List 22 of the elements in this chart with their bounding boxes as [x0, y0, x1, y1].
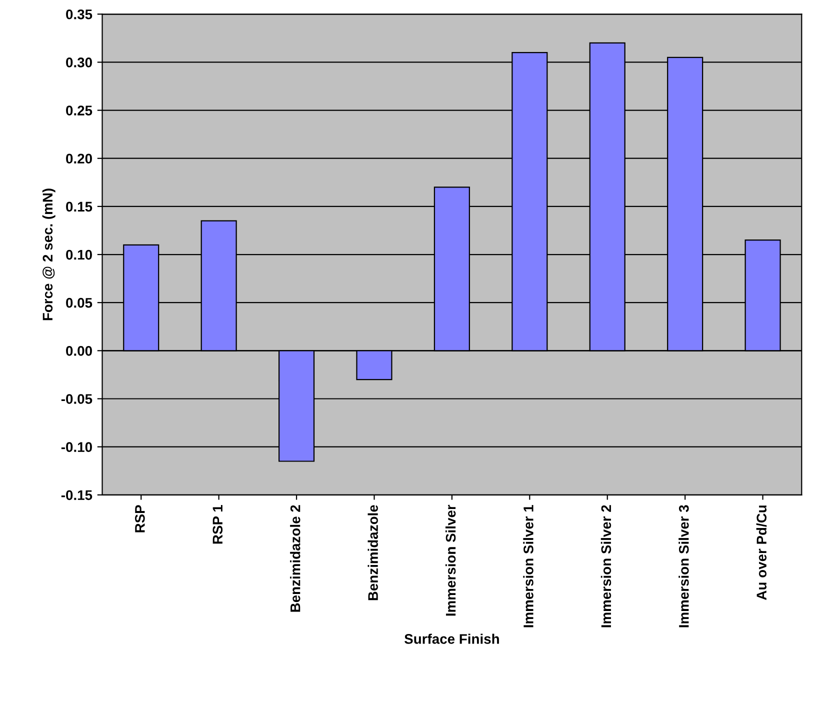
x-tick-label: Benzimidazole 2: [290, 505, 300, 612]
x-tick-label: Benzimidazole: [368, 505, 378, 600]
x-tick-label: RSP 1: [212, 505, 223, 544]
y-tick-label: -0.10: [61, 442, 92, 452]
y-tick-label: 0.15: [66, 202, 92, 212]
y-tick-label: -0.05: [61, 394, 92, 404]
y-tick-label: 0.35: [66, 9, 92, 20]
y-tick-label: 0.05: [66, 298, 92, 308]
y-axis-title: Force @ 2 sec. (mN): [42, 188, 56, 320]
y-tick-label: 0.00: [66, 346, 92, 356]
x-tick-label: RSP: [135, 505, 145, 532]
y-tick-label: 0.20: [66, 154, 92, 164]
x-tick-label: Immersion Silver 2: [600, 505, 612, 628]
x-tick-label: Immersion Silver 3: [678, 505, 689, 628]
y-tick-label: 0.30: [66, 58, 92, 68]
x-axis-title: Surface Finish: [404, 634, 499, 644]
y-tick-label: 0.25: [66, 106, 92, 116]
x-tick-label: Immersion Silver 1: [523, 505, 534, 628]
x-tick-label: Immersion Silver: [445, 504, 456, 616]
y-tick-label: -0.15: [61, 490, 92, 500]
x-tick-label: Au over Pd/Cu: [756, 506, 767, 600]
y-tick-label: 0.10: [66, 250, 92, 260]
